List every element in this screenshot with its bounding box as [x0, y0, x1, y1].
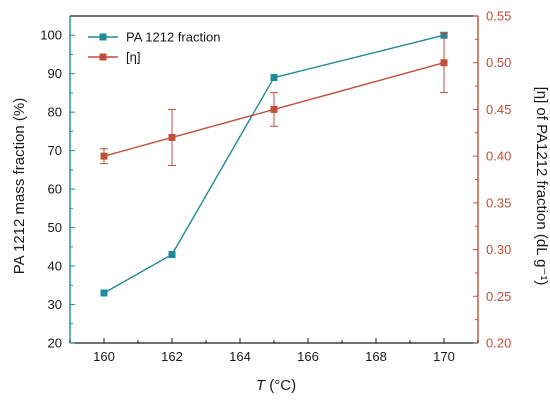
y-right-tick-label: 0.55 — [486, 9, 511, 24]
y-left-tick-label: 90 — [48, 66, 62, 81]
y-right-tick-label: 0.25 — [486, 289, 511, 304]
series-layer — [100, 31, 448, 297]
x-axis-title-unit: (°C) — [265, 377, 296, 394]
y-right-tick-label: 0.20 — [486, 336, 511, 351]
y-right-tick-label: 0.50 — [486, 55, 511, 70]
legend-marker-2 — [99, 53, 107, 61]
x-tick-label: 160 — [93, 349, 115, 364]
y-right-tick-label: 0.45 — [486, 102, 511, 117]
legend: PA 1212 fraction [η] — [88, 30, 220, 65]
data-point-series-2 — [100, 152, 108, 160]
y-left-tick-label: 20 — [48, 336, 62, 351]
y-left-tick-label: 100 — [40, 28, 62, 43]
series-line-2 — [103, 62, 445, 157]
y-axis-left-title: PA 1212 mass fraction (%) — [11, 98, 28, 274]
y-left-tick-label: 80 — [48, 105, 62, 120]
legend-label-2: [η] — [126, 50, 140, 65]
y-right-tick-label: 0.35 — [486, 195, 511, 210]
data-point-series-1 — [168, 251, 176, 259]
y-left-tick-label: 30 — [48, 297, 62, 312]
y-axis-right: 0.20 0.25 0.30 0.35 0.40 0.45 0.50 0.55 — [473, 9, 511, 351]
series-line-1 — [103, 34, 445, 294]
y-right-tick-label: 0.30 — [486, 242, 511, 257]
y-left-tick-label: 60 — [48, 182, 62, 197]
data-point-series-1 — [100, 289, 108, 297]
x-axis: 160 162 164 166 168 170 — [69, 338, 479, 364]
data-point-series-2 — [270, 105, 278, 113]
plot-frame — [69, 15, 479, 344]
legend-marker-1 — [99, 33, 107, 41]
y-axis-left: 20 30 40 50 60 70 80 90 100 — [40, 28, 75, 351]
data-point-series-2 — [440, 59, 448, 67]
y-right-tick-label: 0.40 — [486, 149, 511, 164]
x-axis-title-symbol: T — [256, 377, 267, 394]
x-tick-label: 164 — [229, 349, 251, 364]
x-tick-label: 166 — [297, 349, 319, 364]
x-tick-label: 170 — [433, 349, 455, 364]
data-point-series-2 — [168, 133, 176, 141]
y-axis-right-title: [η] of PA1212 fraction (dL g⁻¹) — [533, 87, 550, 286]
y-left-tick-label: 40 — [48, 259, 62, 274]
y-left-tick-label: 50 — [48, 220, 62, 235]
y-left-tick-label: 70 — [48, 143, 62, 158]
legend-label-1: PA 1212 fraction — [126, 30, 220, 45]
x-tick-label: 168 — [365, 349, 387, 364]
data-point-series-1 — [270, 74, 278, 82]
x-tick-label: 162 — [161, 349, 183, 364]
x-axis-title: T (°C) — [256, 377, 296, 394]
